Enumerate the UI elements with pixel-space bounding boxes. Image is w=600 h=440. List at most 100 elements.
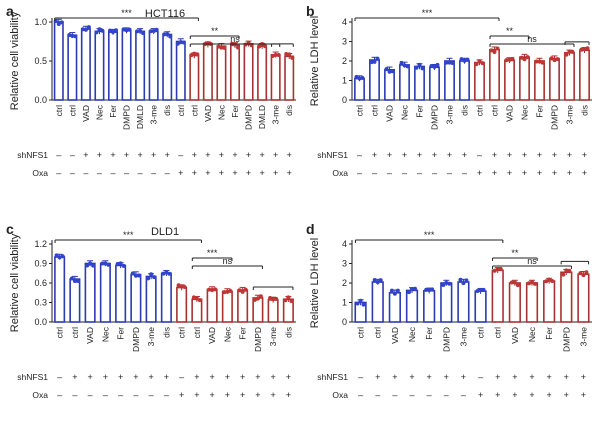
oxa-symbol: + — [194, 390, 199, 400]
data-point — [399, 60, 404, 65]
oxa-symbol: + — [225, 390, 230, 400]
category-label: Fer — [230, 105, 240, 118]
shnfs1-symbol: + — [209, 372, 214, 382]
bar — [579, 49, 590, 101]
oxa-symbol: – — [358, 390, 363, 400]
y-tick-label: 1.2 — [34, 239, 47, 249]
data-point — [477, 59, 482, 64]
shnfs1-symbol: + — [225, 372, 230, 382]
oxa-symbol: – — [432, 168, 437, 178]
shnfs1-symbol: + — [552, 150, 557, 160]
data-point — [257, 44, 262, 49]
oxa-symbol: – — [70, 168, 75, 178]
category-label: Nec — [407, 326, 417, 342]
data-point — [525, 55, 530, 60]
oxa-symbol: + — [582, 168, 587, 178]
oxa-symbol: + — [287, 168, 292, 178]
data-point — [354, 74, 359, 79]
data-point — [507, 57, 512, 62]
data-point — [176, 283, 181, 288]
y-tick-label: 0.6 — [34, 278, 47, 288]
data-point — [152, 275, 157, 280]
y-tick-label: 0.3 — [34, 298, 47, 308]
data-point — [114, 28, 118, 33]
significance-label: *** — [207, 248, 218, 258]
data-point — [182, 285, 187, 290]
bar — [107, 31, 119, 101]
oxa-symbol: – — [447, 168, 452, 178]
bar — [160, 272, 172, 323]
bar — [176, 286, 188, 323]
shnfs1-symbol: + — [427, 372, 432, 382]
category-label: ctrl — [189, 105, 199, 116]
data-point — [357, 76, 362, 81]
bar — [440, 282, 453, 323]
data-point — [274, 296, 279, 301]
shnfs1-symbol: + — [87, 372, 92, 382]
data-point — [268, 295, 273, 300]
category-label: ctrl — [490, 105, 500, 116]
data-point — [57, 255, 62, 260]
category-label: ctrl — [192, 327, 202, 338]
shnfs1-symbol: + — [375, 372, 380, 382]
data-point — [384, 67, 389, 72]
shnfs1-symbol: + — [507, 150, 512, 160]
data-point — [133, 273, 138, 278]
oxa-symbol: + — [522, 168, 527, 178]
oxa-symbol: – — [72, 390, 77, 400]
y-tick-label: 0 — [342, 95, 347, 105]
shnfs1-symbol: + — [151, 150, 156, 160]
shnfs1-symbol: + — [246, 150, 251, 160]
shnfs1-symbol: – — [70, 150, 75, 160]
oxa-symbol: + — [232, 168, 237, 178]
panel-title: HCT116 — [145, 8, 185, 20]
data-point — [67, 32, 72, 37]
bar — [80, 28, 91, 101]
bar — [206, 288, 218, 323]
oxa-symbol: – — [56, 168, 61, 178]
bar — [491, 269, 504, 323]
data-point — [441, 282, 446, 287]
data-point — [444, 280, 449, 285]
category-label: DMPD — [561, 327, 571, 352]
bar — [560, 271, 573, 323]
category-label: Nec — [527, 326, 537, 342]
panel-label-a: a — [6, 3, 14, 19]
data-point — [197, 298, 202, 303]
bar — [577, 273, 590, 323]
oxa-symbol: + — [270, 390, 275, 400]
significance-label: *** — [121, 8, 132, 18]
oxa-symbol: + — [273, 168, 278, 178]
shnfs1-symbol: – — [477, 150, 482, 160]
data-point — [395, 288, 400, 293]
shnfs1-symbol: – — [178, 150, 183, 160]
oxa-symbol: + — [240, 390, 245, 400]
oxa-symbol: + — [219, 168, 224, 178]
data-point — [195, 52, 200, 57]
data-point — [192, 51, 197, 56]
oxa-symbol: – — [427, 390, 432, 400]
category-label: dis — [580, 105, 590, 116]
data-point — [69, 276, 74, 281]
category-label: VAD — [207, 327, 217, 344]
y-tick-label: 1 — [342, 76, 347, 86]
data-point — [584, 270, 589, 275]
shnfs1-symbol: + — [118, 372, 123, 382]
data-point — [561, 272, 566, 277]
oxa-symbol: – — [57, 390, 62, 400]
category-label: Nec — [400, 104, 410, 120]
category-label: ctrl — [55, 327, 65, 338]
bar — [423, 289, 436, 323]
category-label: ctrl — [373, 327, 383, 338]
shnfs1-symbol: + — [581, 372, 586, 382]
category-label: DMPD — [441, 327, 451, 352]
oxa-symbol: – — [462, 168, 467, 178]
shnfs1-symbol: + — [83, 150, 88, 160]
data-point — [164, 270, 169, 275]
category-label: 3-me — [445, 105, 455, 125]
shnfs1-symbol: – — [56, 150, 61, 160]
category-label: Nec — [216, 104, 226, 120]
bar — [489, 48, 500, 101]
bar — [84, 262, 96, 323]
